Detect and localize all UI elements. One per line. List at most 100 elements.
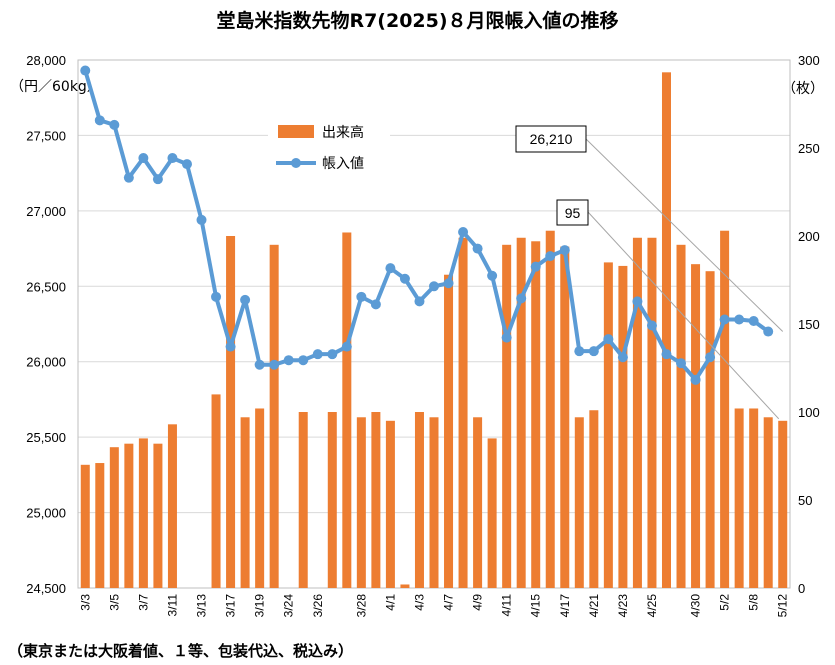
volume-bar xyxy=(749,408,759,588)
settlement-price-point xyxy=(138,153,149,164)
legend-label-price: 帳入値 xyxy=(322,156,364,172)
x-axis-tick-label: 4/21 xyxy=(587,594,601,618)
volume-bar xyxy=(618,265,628,588)
right-axis-unit: （枚） xyxy=(782,81,824,97)
volume-bar xyxy=(95,463,105,588)
callout-leader-price xyxy=(585,138,784,332)
settlement-price-point xyxy=(472,243,483,254)
volume-bar xyxy=(80,464,90,588)
settlement-price-point xyxy=(516,293,527,304)
settlement-price-point xyxy=(283,355,294,366)
x-axis-tick-label: 4/30 xyxy=(689,594,703,618)
volume-bar xyxy=(661,72,671,588)
settlement-price-point xyxy=(327,349,338,360)
settlement-price-point xyxy=(443,278,454,289)
x-axis-tick-label: 5/12 xyxy=(776,594,790,618)
chart-title: 堂島米指数先物R7(2025)８月限帳入値の推移 xyxy=(216,10,619,32)
x-axis-tick-label: 5/8 xyxy=(747,594,761,611)
volume-bar xyxy=(676,244,686,589)
right-axis-tick-label: 0 xyxy=(798,581,805,596)
volume-bar xyxy=(211,394,221,588)
x-axis-tick-label: 3/11 xyxy=(165,594,179,617)
x-axis-tick-label: 3/3 xyxy=(78,594,92,611)
volume-bar xyxy=(356,417,366,588)
right-axis-tick-label: 150 xyxy=(798,317,820,332)
settlement-price-point xyxy=(109,119,120,130)
right-axis-tick-label: 250 xyxy=(798,141,820,156)
callout-box-price xyxy=(515,125,587,153)
left-axis-unit: （円／60kg） xyxy=(10,79,101,95)
x-axis-tick-label: 4/15 xyxy=(529,594,543,618)
x-axis-tick-label: 3/7 xyxy=(136,594,150,611)
settlement-price-point xyxy=(298,355,309,366)
right-axis-tick-label: 100 xyxy=(798,405,820,420)
volume-bar xyxy=(487,438,497,588)
x-axis-tick-label: 3/13 xyxy=(195,594,209,618)
volume-bar xyxy=(705,271,715,588)
volume-bar xyxy=(371,412,381,588)
callout-label-volume: 95 xyxy=(565,205,581,221)
volume-bar xyxy=(603,262,613,588)
volume-bar xyxy=(342,232,352,589)
settlement-price-point xyxy=(603,334,614,345)
x-axis-tick-label: 4/17 xyxy=(558,594,572,618)
settlement-price-point xyxy=(574,346,585,357)
settlement-price-point xyxy=(487,270,498,281)
settlement-price-point xyxy=(646,320,657,331)
settlement-price-point xyxy=(763,326,774,337)
settlement-price-point xyxy=(211,291,222,302)
volume-bar xyxy=(269,244,279,589)
legend-label-volume: 出来高 xyxy=(322,124,364,141)
x-axis-tick-label: 3/17 xyxy=(224,594,238,618)
right-axis-tick-label: 50 xyxy=(798,493,812,508)
x-axis-tick-label: 4/7 xyxy=(442,594,456,611)
volume-bar xyxy=(240,417,250,588)
volume-bar xyxy=(298,412,308,588)
settlement-price-point xyxy=(80,65,91,76)
settlement-price-point xyxy=(559,245,570,256)
settlement-price-point xyxy=(734,314,745,325)
callout-box-volume xyxy=(556,199,589,226)
x-axis-tick-label: 5/2 xyxy=(718,594,732,611)
volume-bar xyxy=(691,264,701,588)
settlement-price-point xyxy=(152,174,163,185)
volume-bar xyxy=(574,417,584,588)
settlement-price-point xyxy=(225,341,236,352)
volume-bar xyxy=(255,408,265,588)
settlement-price-line xyxy=(83,69,770,382)
volume-bar xyxy=(778,420,788,588)
settlement-price-point xyxy=(429,281,439,292)
footnote: （東京または大阪着値、１等、包装代込、税込み） xyxy=(8,642,354,660)
settlement-price-point xyxy=(617,352,628,363)
volume-bar xyxy=(153,443,163,588)
volume-bar xyxy=(124,443,134,588)
volume-bar xyxy=(385,420,395,588)
volume-bar xyxy=(167,424,177,588)
volume-bar xyxy=(720,230,730,588)
settlement-price-point xyxy=(123,172,134,183)
settlement-price-point xyxy=(399,273,410,284)
settlement-price-point xyxy=(370,299,381,310)
settlement-price-point xyxy=(632,296,643,307)
volume-bar xyxy=(400,584,410,588)
legend-bar-swatch xyxy=(278,125,314,138)
x-axis-tick-label: 3/5 xyxy=(107,594,121,611)
settlement-price-point xyxy=(312,349,323,360)
settlement-price-point xyxy=(501,332,512,343)
settlement-price-point xyxy=(705,352,716,363)
settlement-price-point xyxy=(269,359,280,370)
right-axis-tick-label: 300 xyxy=(798,53,820,68)
left-axis-tick-label: 26,000 xyxy=(26,355,66,370)
settlement-price-point xyxy=(676,358,687,369)
left-axis-tick-label: 27,000 xyxy=(26,204,66,219)
x-axis-tick-label: 4/11 xyxy=(500,594,514,617)
volume-bar xyxy=(589,410,599,588)
volume-bar xyxy=(531,241,541,588)
volume-bar xyxy=(560,246,570,588)
left-axis-tick-label: 24,500 xyxy=(26,581,66,596)
volume-bar xyxy=(545,230,555,588)
left-axis-tick-label: 25,000 xyxy=(26,506,66,521)
settlement-price-point xyxy=(719,314,730,325)
volume-bar xyxy=(516,237,526,588)
